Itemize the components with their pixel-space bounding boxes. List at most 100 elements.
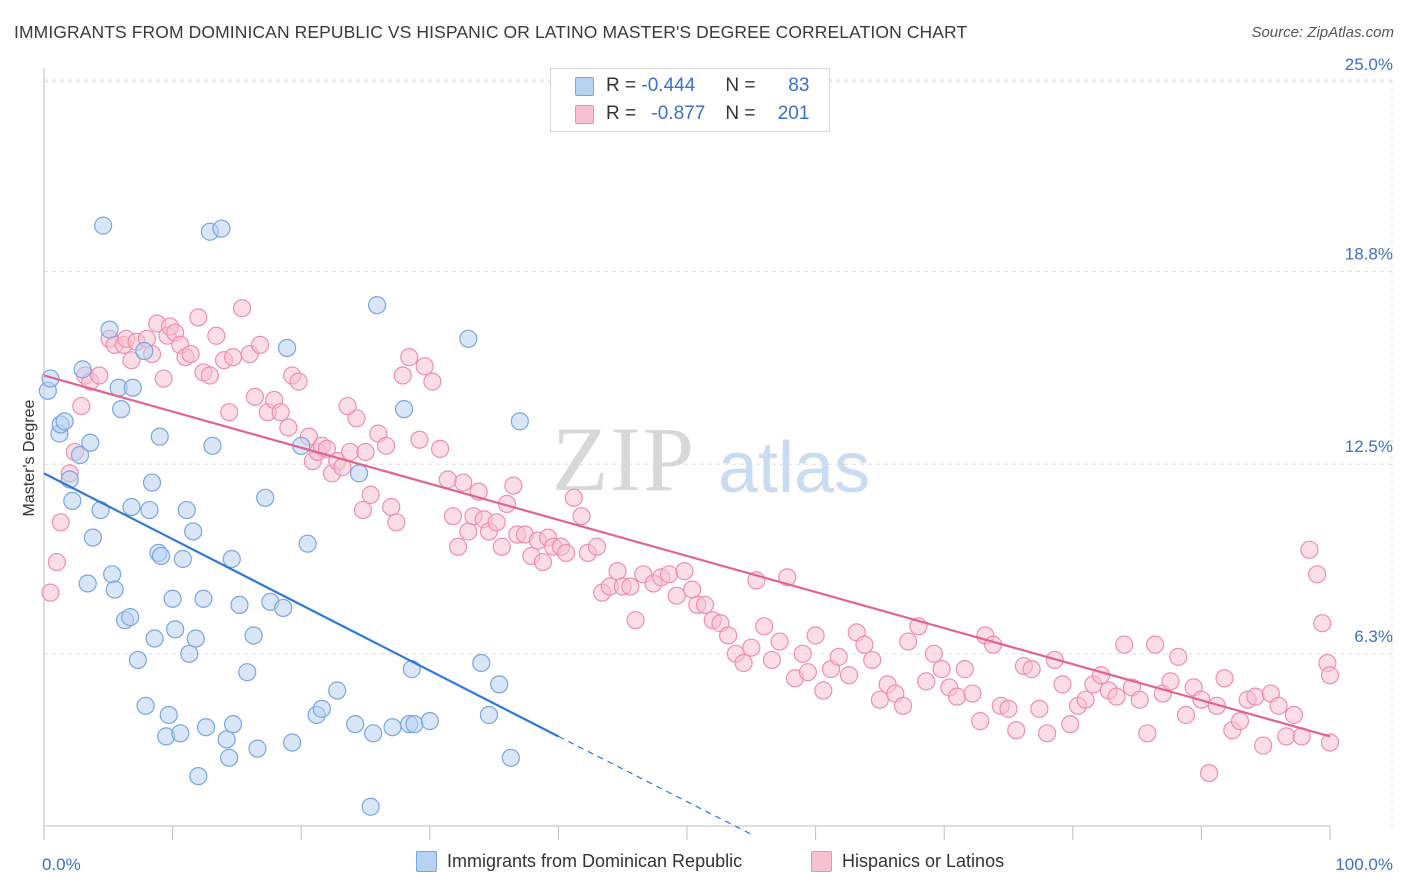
pink-point	[806, 626, 825, 645]
pink-point	[770, 632, 789, 651]
pink-trend-line	[43, 374, 1331, 738]
blue-point	[349, 464, 369, 483]
pink-point	[245, 387, 265, 407]
pink-point	[279, 418, 298, 437]
pink-point	[382, 497, 401, 517]
pink-point	[1037, 724, 1057, 743]
legend-row-pink: R = -0.877 N = 201	[575, 101, 809, 127]
pink-point	[1313, 614, 1332, 633]
blue-point	[361, 797, 380, 816]
blue-point	[402, 660, 421, 679]
pink-point	[1169, 647, 1188, 666]
blue-point	[367, 296, 387, 315]
pink-point	[223, 348, 243, 367]
pink-point	[963, 684, 982, 703]
blue-point	[212, 219, 231, 238]
blue-point	[312, 699, 331, 718]
pink-point	[338, 396, 357, 416]
pink-point	[1230, 712, 1250, 731]
pink-point	[899, 632, 918, 651]
blue-point	[81, 433, 100, 452]
pink-point	[1254, 736, 1273, 755]
pink-point	[1146, 635, 1165, 654]
blue-point	[70, 445, 90, 465]
pink-point	[667, 586, 686, 605]
pink-point	[41, 583, 60, 602]
y-tick-label: 12.5%	[1345, 437, 1393, 456]
pink-point	[719, 626, 738, 645]
blue-point	[220, 748, 239, 767]
pink-point	[855, 635, 874, 654]
pink-point	[353, 500, 373, 520]
pink-point	[387, 513, 406, 532]
pink-point	[798, 663, 817, 682]
blue-point	[78, 574, 97, 593]
pink-point	[557, 543, 576, 562]
pink-point	[1022, 660, 1041, 679]
pink-point	[947, 687, 967, 706]
blue-point	[94, 216, 113, 235]
pink-point	[232, 299, 252, 318]
pink-point	[154, 369, 173, 388]
pink-point	[971, 712, 990, 731]
pink-point	[1076, 690, 1095, 709]
pink-point	[917, 672, 936, 691]
blue-point	[405, 715, 424, 734]
blue-point	[510, 412, 529, 431]
pink-point	[393, 366, 412, 385]
pink-point	[1207, 696, 1226, 715]
blue-point	[135, 341, 154, 361]
pink-point	[122, 351, 141, 370]
blue-point	[177, 500, 196, 520]
blue-point	[100, 320, 119, 339]
blue-point	[274, 598, 293, 618]
blue-point	[166, 620, 185, 639]
blue-point	[248, 739, 267, 758]
blue-point	[122, 497, 141, 517]
pink-point	[955, 660, 974, 679]
blue-point	[328, 681, 347, 700]
blue-point	[55, 412, 74, 431]
pink-point	[448, 537, 468, 556]
pink-point	[793, 644, 812, 663]
pink-point	[626, 611, 645, 630]
y-tick-label: 25.0%	[1345, 55, 1393, 74]
pink-point	[814, 681, 833, 700]
pink-point	[443, 507, 463, 526]
pink-point	[271, 403, 290, 422]
blue-point	[145, 629, 164, 648]
pink-point	[487, 513, 506, 532]
bottom-legend-pink: Hispanics or Latinos	[811, 851, 1004, 872]
legend-r-value: -0.444	[641, 75, 696, 96]
pink-point	[683, 580, 702, 599]
pink-point	[1115, 635, 1134, 654]
pink-point	[438, 470, 457, 489]
pink-point	[347, 409, 366, 428]
bottom-legend-blue: Immigrants from Dominican Republic	[416, 851, 742, 872]
blue-point	[283, 733, 302, 752]
pink-point	[1007, 721, 1026, 740]
pink-point	[932, 660, 951, 679]
blue-point	[479, 705, 499, 725]
chart-title: IMMIGRANTS FROM DOMINICAN REPUBLIC VS HI…	[14, 22, 968, 42]
blue-point	[128, 650, 147, 670]
bottom-legend-swatch-blue	[416, 851, 437, 872]
pink-point	[454, 473, 473, 492]
pink-point	[742, 638, 761, 657]
bottom-legend-label-blue: Immigrants from Dominican Republic	[447, 851, 743, 871]
blue-trend-extension	[558, 735, 752, 835]
pink-point	[572, 507, 591, 526]
legend-r-value: -0.877	[651, 103, 706, 124]
blue-point	[501, 748, 520, 767]
pink-point	[564, 488, 583, 507]
pink-point	[999, 699, 1018, 718]
blue-point	[189, 767, 208, 786]
pink-point	[207, 326, 226, 345]
pink-point	[1107, 687, 1126, 706]
legend-swatch-pink	[575, 104, 594, 124]
blue-point	[244, 626, 263, 645]
pink-point	[415, 357, 434, 376]
pink-point	[1320, 666, 1340, 685]
y-tick-label: 18.8%	[1345, 245, 1393, 264]
